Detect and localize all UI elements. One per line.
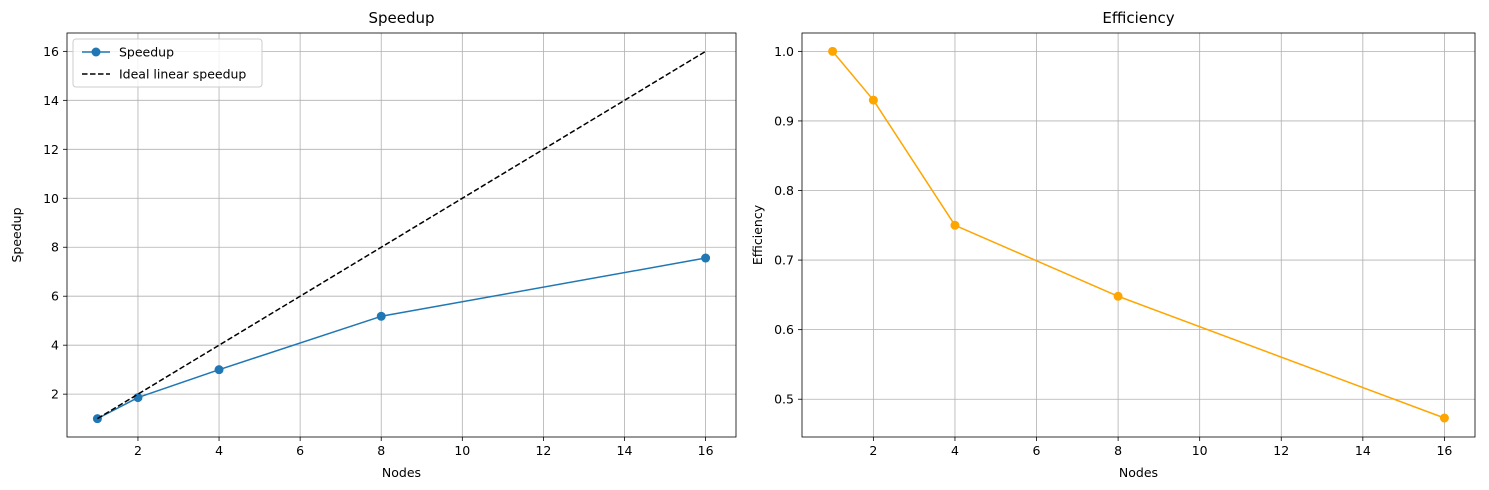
x-tick-label: 6 xyxy=(296,443,304,458)
legend-label: Speedup xyxy=(119,45,174,60)
data-point xyxy=(701,253,711,263)
y-tick-label: 1.0 xyxy=(774,44,794,59)
grid xyxy=(802,33,1475,437)
y-tick-label: 0.8 xyxy=(774,183,794,198)
data-point xyxy=(376,311,386,321)
data-point xyxy=(133,393,143,403)
x-tick-label: 8 xyxy=(1114,443,1122,458)
x-tick-label: 4 xyxy=(215,443,223,458)
series-0 xyxy=(828,46,1449,423)
y-tick-label: 0.6 xyxy=(774,322,794,337)
x-tick-label: 8 xyxy=(377,443,385,458)
x-tick-label: 16 xyxy=(698,443,714,458)
series-line xyxy=(832,50,1445,419)
x-tick-label: 6 xyxy=(1033,443,1041,458)
series-1 xyxy=(97,50,706,420)
y-tick-label: 0.9 xyxy=(774,113,794,128)
y-tick-label: 0.5 xyxy=(774,392,794,407)
x-tick-label: 12 xyxy=(1273,443,1289,458)
x-tick-label: 14 xyxy=(1355,443,1371,458)
series-line xyxy=(97,50,706,420)
x-tick-label: 16 xyxy=(1436,443,1452,458)
x-tick-label: 2 xyxy=(869,443,877,458)
y-axis-label: Speedup xyxy=(9,207,24,262)
data-point xyxy=(828,46,838,56)
data-point xyxy=(950,220,960,230)
legend-box xyxy=(72,38,263,88)
grid xyxy=(67,33,736,437)
chart-title: Speedup xyxy=(368,9,434,27)
x-axis-label: Nodes xyxy=(1119,465,1158,480)
y-tick-label: 14 xyxy=(43,93,59,108)
legend: Speedup Ideal linear speedup xyxy=(72,38,263,88)
y-tick-label: 16 xyxy=(43,44,59,59)
x-tick-label: 10 xyxy=(454,443,470,458)
legend-marker xyxy=(91,47,101,57)
y-tick-label: 2 xyxy=(51,387,59,402)
y-tick-label: 4 xyxy=(51,338,59,353)
y-tick-label: 6 xyxy=(51,289,59,304)
y-axis-label: Efficiency xyxy=(750,204,765,265)
x-tick-label: 2 xyxy=(134,443,142,458)
plot-frame xyxy=(801,32,1476,438)
chart-title: Efficiency xyxy=(1102,9,1174,27)
y-tick-label: 0.7 xyxy=(774,253,794,268)
series-0 xyxy=(92,253,711,424)
data-point xyxy=(214,365,224,375)
x-tick-label: 4 xyxy=(951,443,959,458)
data-point xyxy=(868,95,878,105)
efficiency-chart: 2 4 6 8 10 12 14 16 0.5 0.6 0.7 0.8 0.9 1.0 Efficiency… xyxy=(750,9,1476,480)
x-tick-label: 12 xyxy=(535,443,551,458)
data-point xyxy=(1113,291,1123,301)
plot-frame xyxy=(66,32,737,438)
x-axis-label: Nodes xyxy=(382,465,421,480)
x-tick-label: 14 xyxy=(617,443,633,458)
legend-label: Ideal linear speedup xyxy=(119,67,246,82)
x-tick-label: 10 xyxy=(1192,443,1208,458)
y-tick-label: 8 xyxy=(51,240,59,255)
data-point xyxy=(1439,413,1449,423)
speedup-chart: 2 4 6 8 10 12 14 16 2 4 6 8 10 12 14 16 Speedup Nodes Spee… xyxy=(9,9,737,480)
y-tick-label: 10 xyxy=(43,191,59,206)
y-tick-label: 12 xyxy=(43,142,59,157)
